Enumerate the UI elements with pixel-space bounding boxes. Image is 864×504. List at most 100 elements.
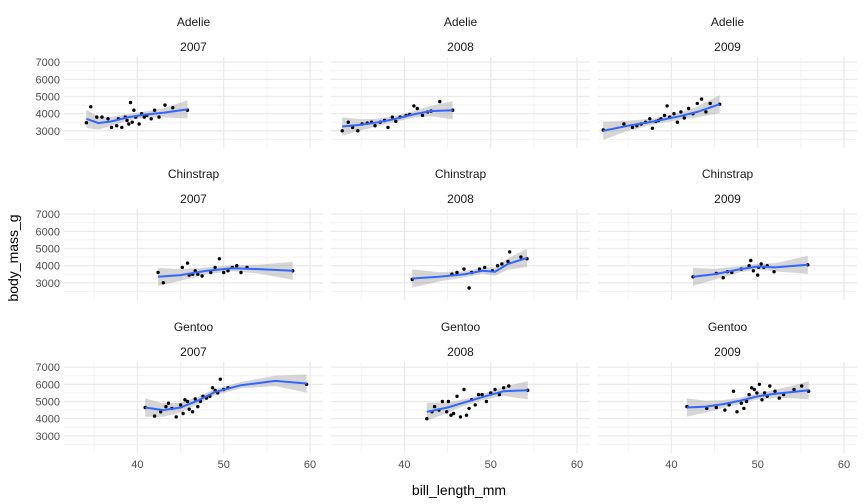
facet-panel: Chinstrap 2009 — [598, 167, 857, 300]
data-point — [721, 276, 725, 280]
data-point — [760, 398, 764, 402]
data-point — [210, 386, 215, 390]
data-point — [686, 106, 691, 111]
y-tick-label: 3000 — [36, 126, 60, 138]
data-point — [196, 404, 200, 409]
data-point — [449, 413, 453, 417]
data-point — [762, 391, 767, 395]
smooth-line — [145, 379, 307, 412]
data-point — [462, 267, 466, 271]
data-point — [675, 120, 680, 124]
data-point — [483, 265, 487, 270]
data-point — [161, 281, 165, 285]
x-tick-label: 40 — [665, 459, 677, 471]
facet-strip-year: 2009 — [714, 192, 741, 206]
data-point — [747, 264, 751, 268]
data-point — [181, 411, 185, 416]
data-point — [120, 125, 124, 130]
data-point — [412, 104, 416, 108]
data-point — [773, 389, 777, 393]
y-tick-label: 4000 — [36, 109, 60, 121]
data-point — [714, 405, 718, 410]
data-point — [346, 120, 350, 124]
confidence-ribbon — [412, 248, 527, 288]
data-point — [768, 384, 772, 388]
data-point — [157, 115, 161, 119]
facet-panel: Adelie 2008 — [331, 15, 590, 148]
data-point — [500, 262, 504, 266]
y-tick-label: 7000 — [36, 57, 60, 69]
data-point — [142, 115, 146, 119]
data-point — [477, 267, 482, 271]
data-point — [394, 119, 398, 124]
data-point — [648, 117, 652, 121]
data-point — [190, 410, 195, 414]
data-point — [682, 116, 686, 120]
data-point — [130, 120, 134, 124]
data-point — [420, 113, 425, 118]
x-tick-label: 60 — [838, 459, 850, 471]
facet-strip-year: 2007 — [180, 40, 207, 54]
data-point — [95, 115, 99, 119]
confidence-ribbon — [158, 261, 293, 286]
facet-panel: Chinstrap 2007 3000 4000 5000 6000 7000 — [36, 167, 323, 300]
confidence-ribbon — [693, 255, 808, 286]
facet-strip-year: 2009 — [714, 40, 741, 54]
data-point — [235, 264, 239, 268]
data-point — [704, 110, 708, 114]
x-tick-label: 40 — [131, 459, 143, 471]
data-point — [622, 122, 626, 126]
data-point — [735, 410, 739, 414]
facet-strip-year: 2008 — [447, 345, 474, 359]
data-point — [476, 392, 481, 397]
data-point — [662, 113, 667, 118]
data-point — [751, 269, 756, 273]
data-point — [742, 406, 746, 411]
data-point — [800, 384, 804, 388]
facet-strip-year: 2008 — [447, 192, 474, 206]
data-point — [84, 121, 89, 125]
data-point — [508, 250, 512, 254]
data-point — [497, 392, 502, 397]
smooth-line — [603, 103, 721, 132]
smooth-line — [426, 389, 528, 413]
data-point — [480, 392, 484, 397]
smooth-line — [412, 256, 528, 280]
data-point — [752, 387, 756, 392]
data-point — [679, 110, 683, 114]
facet-strip-species: Gentoo — [174, 320, 214, 334]
data-point — [672, 112, 676, 116]
data-point — [772, 270, 776, 274]
facet-strip-year: 2009 — [714, 345, 741, 359]
data-point — [665, 104, 669, 108]
y-tick-label: 4000 — [36, 414, 60, 426]
data-point — [451, 411, 456, 416]
facet-panel: Gentoo 2008 40 50 60 — [331, 320, 590, 471]
facet-panel: Chinstrap 2008 — [331, 167, 590, 300]
data-point — [484, 399, 489, 404]
data-point — [507, 384, 511, 388]
x-tick-label: 60 — [304, 459, 316, 471]
data-point — [193, 397, 197, 401]
data-point — [473, 403, 477, 407]
x-tick-label: 50 — [752, 459, 764, 471]
data-point — [792, 387, 796, 392]
y-tick-label: 5000 — [36, 243, 60, 255]
smooth-line — [686, 389, 809, 409]
data-point — [356, 129, 360, 133]
y-tick-label: 3000 — [36, 431, 60, 443]
y-tick-label: 3000 — [36, 278, 60, 290]
facet-strip-species: Chinstrap — [702, 167, 754, 181]
facet-panel: Adelie 2009 — [598, 15, 857, 148]
data-point — [650, 126, 655, 130]
x-tick-label: 50 — [218, 459, 230, 471]
data-point — [699, 97, 704, 101]
facet-panel: Gentoo 2009 40 50 60 — [598, 320, 857, 471]
data-point — [217, 257, 222, 261]
y-tick-label: 6000 — [36, 226, 60, 238]
facet-strip-year: 2008 — [447, 40, 474, 54]
data-point — [152, 414, 157, 418]
data-point — [213, 265, 217, 270]
data-point — [695, 101, 699, 106]
facet-strip-species: Adelie — [444, 15, 478, 29]
